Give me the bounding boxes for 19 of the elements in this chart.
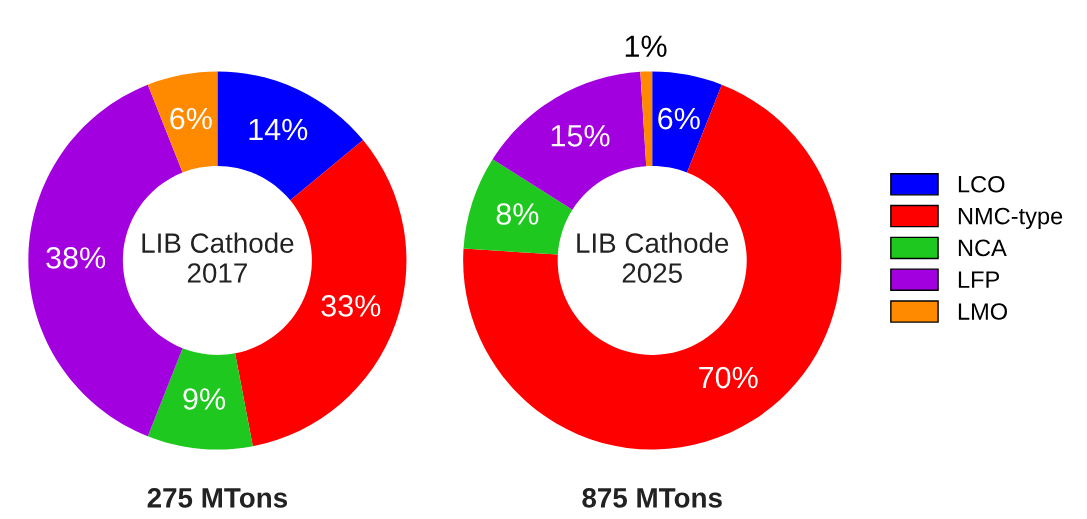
text: 275 MTons <box>147 488 288 508</box>
legend-label: NCA <box>958 239 1007 257</box>
data-label: 6% <box>170 107 212 130</box>
legend-label: NMC-type <box>958 207 1063 230</box>
legend-label: LCO <box>958 175 1005 193</box>
data-label: 8% <box>496 203 539 225</box>
data-label: 70% <box>699 366 758 389</box>
text: LIB Cathode 2017 <box>142 232 294 283</box>
data-label: 38% <box>46 247 106 269</box>
legend-label: LMO <box>958 303 1007 320</box>
text: 875 MTons <box>582 488 722 508</box>
data-label: 15% <box>551 125 610 147</box>
data-label: 1% <box>625 35 667 57</box>
data-label: 6% <box>658 107 700 130</box>
legend-label: LFP <box>958 271 1000 288</box>
data-label: 33% <box>321 295 381 317</box>
data-label: 14% <box>249 118 308 141</box>
data-label: 9% <box>183 388 226 410</box>
text: LIB Cathode 2025 <box>577 232 729 283</box>
